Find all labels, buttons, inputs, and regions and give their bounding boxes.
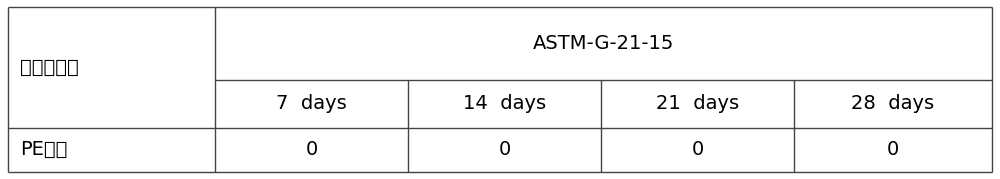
Text: 0: 0 <box>305 140 318 159</box>
Text: 21  days: 21 days <box>656 94 739 113</box>
Text: 0: 0 <box>498 140 511 159</box>
Text: 0: 0 <box>887 140 899 159</box>
Text: ASTM-G-21-15: ASTM-G-21-15 <box>533 34 674 53</box>
Text: 本发明样品: 本发明样品 <box>20 58 79 77</box>
Text: PE纤维: PE纤维 <box>20 140 67 159</box>
Text: 7  days: 7 days <box>276 94 347 113</box>
Text: 14  days: 14 days <box>463 94 546 113</box>
Text: 28  days: 28 days <box>851 94 935 113</box>
Text: 0: 0 <box>691 140 704 159</box>
